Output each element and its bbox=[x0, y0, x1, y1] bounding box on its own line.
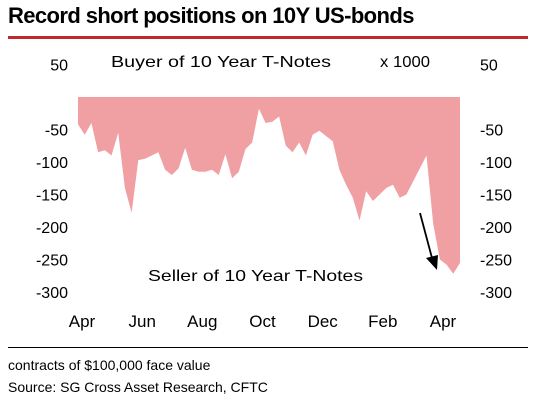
y-tick-label-right: -300 bbox=[480, 285, 512, 302]
y-tick-label-left: -100 bbox=[36, 155, 68, 172]
y-tick-label-right: -250 bbox=[480, 253, 512, 270]
y-tick-label-left: 50 bbox=[50, 58, 68, 75]
arrow-head bbox=[426, 255, 438, 270]
x-tick-labels: Apr Jun Aug Oct Dec Feb Apr bbox=[69, 312, 457, 331]
annotation-seller: Seller of 10 Year T-Notes bbox=[148, 268, 363, 285]
title-rule bbox=[8, 36, 528, 39]
y-tick-label-left: -50 bbox=[45, 123, 68, 140]
y-tick-label-left: -150 bbox=[36, 188, 68, 205]
x-tick-label: Aug bbox=[187, 312, 217, 331]
y-tick-label-right: -50 bbox=[480, 123, 503, 140]
y-tick-label-right: -100 bbox=[480, 155, 512, 172]
arrow-shaft bbox=[419, 212, 433, 259]
area-layer bbox=[78, 97, 460, 274]
arrow-annotation bbox=[419, 212, 438, 270]
y-tick-label-right: -200 bbox=[480, 220, 512, 237]
x-tick-label: Feb bbox=[368, 312, 397, 331]
y-tick-label-left: -200 bbox=[36, 220, 68, 237]
y-tick-label-left: -300 bbox=[36, 285, 68, 302]
x-tick-label: Apr bbox=[430, 312, 457, 331]
y-unit-label: x 1000 bbox=[380, 54, 430, 71]
x-tick-label: Apr bbox=[69, 312, 96, 331]
x-tick-label: Dec bbox=[308, 312, 339, 331]
chart-title: Record short positions on 10Y US-bonds bbox=[8, 3, 414, 28]
x-tick-label: Jun bbox=[128, 312, 155, 331]
chart: 50 50 -50 -50 -100 -100 -150 -150 -200 -200 -250 -2… bbox=[36, 54, 512, 331]
units-note: contracts of $100,000 face value bbox=[8, 357, 211, 373]
area-series bbox=[78, 97, 460, 274]
y-tick-label-left: -250 bbox=[36, 253, 68, 270]
footer-rule bbox=[8, 347, 528, 348]
source-note: Source: SG Cross Asset Research, CFTC bbox=[8, 379, 268, 395]
y-tick-label-right: -150 bbox=[480, 188, 512, 205]
x-tick-label: Oct bbox=[249, 312, 276, 331]
y-tick-labels: 50 50 -50 -50 -100 -100 -150 -150 -200 -200 -250 -2… bbox=[36, 58, 512, 303]
annotation-buyer: Buyer of 10 Year T-Notes bbox=[111, 54, 331, 71]
y-tick-label-right: 50 bbox=[480, 58, 498, 75]
